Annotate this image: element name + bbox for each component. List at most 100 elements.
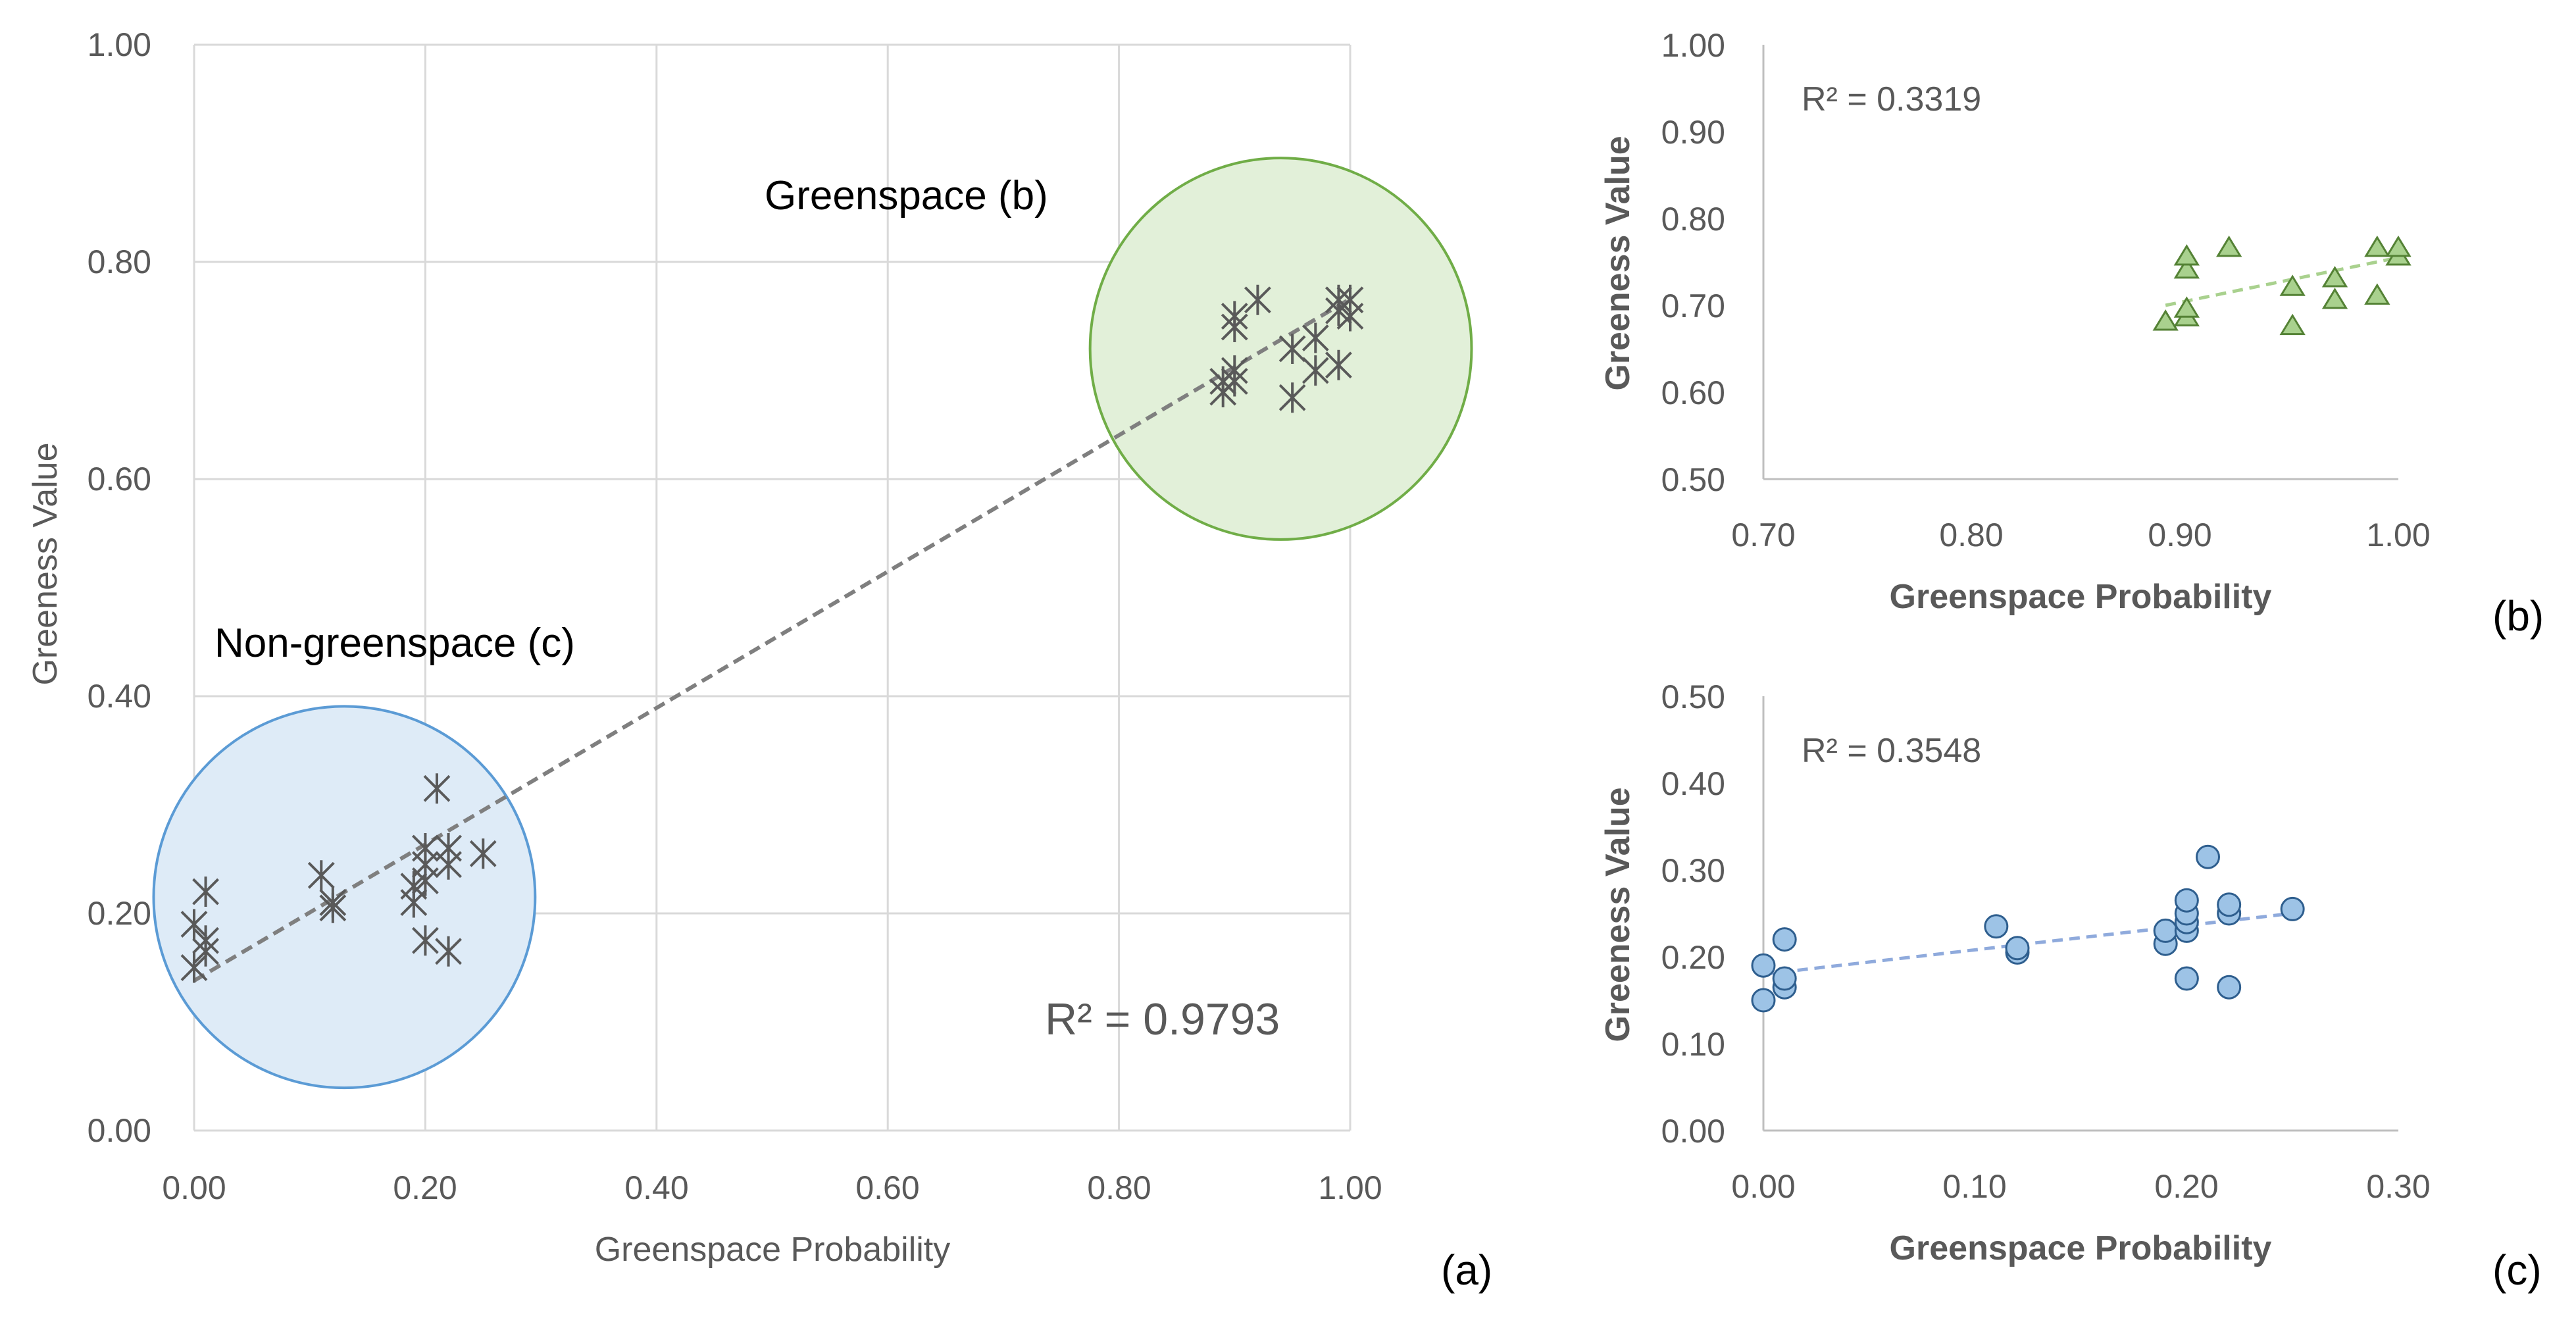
panel-c-r-squared: R² = 0.3548	[1802, 732, 1981, 770]
y-tick-label: 0.80	[1661, 201, 1725, 238]
x-tick-label: 0.80	[1087, 1169, 1151, 1206]
y-tick-label: 0.20	[1661, 939, 1725, 976]
panel-a-points	[180, 284, 1364, 983]
x-tick-label: 0.30	[2366, 1168, 2430, 1205]
data-point	[1772, 966, 1797, 991]
panel-b-y-axis-title: Greeness Value	[1599, 136, 1637, 390]
data-point	[2321, 288, 2348, 309]
x-tick-label: 0.90	[2148, 517, 2211, 553]
data-point	[319, 887, 347, 918]
panel-a-label: (a)	[1441, 1246, 1492, 1294]
x-tick-label: 0.20	[2154, 1168, 2218, 1205]
panel-c-y-tick-labels: 0.00 0.10 0.20 0.30 0.40 0.50	[1661, 678, 1725, 1150]
panel-c: 0.00 0.10 0.20 0.30 0.40 0.50 0.00 0.10 …	[1599, 678, 2542, 1294]
data-point	[2173, 244, 2200, 266]
panel-b-x-axis-title: Greenspace Probability	[1890, 578, 2272, 616]
y-tick-label: 0.50	[1661, 461, 1725, 498]
data-point	[2321, 266, 2348, 288]
panel-c-label: (c)	[2492, 1246, 2542, 1294]
data-point	[2005, 936, 2030, 961]
data-point	[180, 952, 208, 983]
data-point	[307, 860, 335, 891]
data-point	[2217, 975, 2242, 1000]
panel-a-trendline	[193, 297, 1351, 982]
data-point	[2217, 892, 2242, 917]
y-tick-label: 0.80	[88, 243, 151, 280]
x-tick-label: 0.00	[162, 1169, 226, 1206]
x-tick-label: 0.40	[624, 1169, 688, 1206]
data-point	[469, 838, 497, 869]
panel-b-y-tick-labels: 0.50 0.60 0.70 0.80 0.90 1.00	[1661, 27, 1725, 498]
y-tick-label: 0.60	[1661, 374, 1725, 411]
data-point	[411, 833, 439, 863]
panel-b-label: (b)	[2492, 592, 2544, 640]
panel-a-regions	[152, 157, 1473, 1090]
data-point	[1301, 322, 1329, 353]
data-point	[1751, 953, 1776, 978]
y-tick-label: 0.00	[88, 1112, 151, 1149]
panel-b-r-squared: R² = 0.3319	[1802, 80, 1981, 118]
data-point	[411, 925, 439, 956]
y-tick-label: 0.40	[88, 678, 151, 715]
x-tick-label: 0.00	[1731, 1168, 1795, 1205]
panel-a-y-axis-title: Greeness Value	[26, 442, 64, 685]
panel-b-points	[2152, 235, 2412, 336]
data-point	[2364, 235, 2390, 257]
data-point	[180, 909, 208, 940]
y-tick-label: 0.50	[1661, 678, 1725, 715]
data-point	[435, 936, 462, 967]
data-point	[2174, 888, 2199, 913]
x-tick-label: 0.70	[1731, 517, 1795, 553]
x-tick-label: 0.20	[393, 1169, 457, 1206]
panel-a-x-axis-title: Greenspace Probability	[595, 1231, 951, 1269]
data-point	[1244, 284, 1271, 315]
greenspace-annotation: Greenspace (b)	[765, 173, 1048, 218]
data-point	[2280, 896, 2305, 921]
data-point	[435, 833, 462, 863]
panel-a-x-tick-labels: 0.00 0.20 0.40 0.60 0.80 1.00	[162, 1169, 1382, 1206]
data-point	[423, 773, 451, 804]
data-point	[1278, 382, 1306, 413]
y-tick-label: 0.20	[88, 895, 151, 932]
panel-a-y-tick-labels: 0.00 0.20 0.40 0.60 0.80 1.00	[88, 26, 151, 1149]
data-point	[1221, 355, 1248, 386]
data-point	[2279, 313, 2306, 336]
data-point	[2196, 844, 2220, 869]
data-point	[2364, 283, 2390, 305]
y-tick-label: 0.90	[1661, 114, 1725, 151]
x-tick-label: 1.00	[1318, 1169, 1382, 1206]
nongreenspace-annotation: Non-greenspace (c)	[215, 621, 575, 666]
y-tick-label: 0.60	[88, 461, 151, 497]
greenspace-region	[1088, 157, 1473, 541]
data-point	[1772, 927, 1797, 952]
panel-c-points	[1751, 844, 2305, 1013]
data-point	[1984, 914, 2009, 939]
data-point	[1301, 355, 1329, 386]
data-point	[1336, 284, 1364, 315]
data-point	[1278, 334, 1306, 364]
y-tick-label: 0.00	[1661, 1113, 1725, 1150]
data-point	[2173, 257, 2200, 279]
y-tick-label: 1.00	[88, 26, 151, 63]
x-tick-label: 1.00	[2366, 517, 2430, 553]
data-point	[192, 877, 219, 907]
y-tick-label: 0.30	[1661, 852, 1725, 889]
y-tick-label: 0.70	[1661, 288, 1725, 324]
data-point	[2385, 235, 2412, 257]
y-tick-label: 0.10	[1661, 1026, 1725, 1063]
data-point	[1325, 349, 1352, 380]
panel-a: 0.00 0.20 0.40 0.60 0.80 1.00 0.00 0.20 …	[26, 26, 1492, 1294]
data-point	[2174, 966, 2199, 991]
panel-b-trendline	[2165, 255, 2399, 307]
x-tick-label: 0.60	[855, 1169, 919, 1206]
data-point	[2279, 274, 2306, 296]
panel-b: 0.50 0.60 0.70 0.80 0.90 1.00 0.70 0.80 …	[1599, 27, 2544, 640]
data-point	[2216, 235, 2242, 257]
x-tick-label: 0.80	[1939, 517, 2003, 553]
data-point	[1221, 301, 1248, 332]
data-point	[1751, 988, 1776, 1013]
data-point	[192, 925, 219, 956]
y-tick-label: 1.00	[1661, 27, 1725, 64]
y-tick-label: 0.40	[1661, 765, 1725, 802]
panel-c-x-axis-title: Greenspace Probability	[1890, 1229, 2272, 1267]
